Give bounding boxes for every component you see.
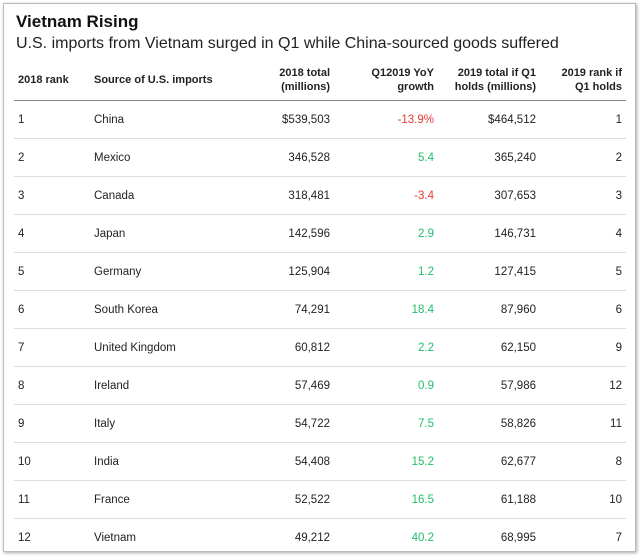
table-cell: 3: [14, 176, 90, 215]
table-cell: Canada: [90, 176, 250, 215]
table-cell: -13.9%: [334, 100, 438, 139]
table-cell: $539,503: [250, 100, 334, 139]
table-row: 9 Italy 54,722 7.5 58,826 11: [14, 404, 626, 443]
table-cell: 1: [14, 100, 90, 139]
table-row: 3 Canada 318,481 -3.4 307,653 3: [14, 176, 626, 215]
table-cell: 15.2: [334, 442, 438, 481]
subtitle: U.S. imports from Vietnam surged in Q1 w…: [16, 35, 559, 52]
table-row: 7 United Kingdom 60,812 2.2 62,150 9: [14, 328, 626, 367]
table-cell: 54,722: [250, 404, 334, 443]
table-cell: 2.2: [334, 328, 438, 367]
table-cell: 40.2: [411, 531, 434, 544]
table-cell: 7: [14, 328, 90, 367]
table-cell: 5: [14, 252, 90, 291]
table-cell: 125,904: [250, 252, 334, 291]
table-cell: 318,481: [250, 176, 334, 215]
column-header: 2018 total (millions): [250, 60, 334, 101]
header-row: 2018 rank Source of U.S. imports 2018 tota…: [14, 60, 626, 101]
table-cell: 10: [14, 442, 90, 481]
table-cell: Vietnam: [94, 531, 136, 544]
table-cell: 62,677: [438, 442, 540, 481]
table-cell: Germany: [90, 252, 250, 291]
table-cell: 365,240: [438, 138, 540, 177]
table-cell: South Korea: [90, 290, 250, 329]
table-cell: United Kingdom: [90, 328, 250, 367]
title: Vietnam Rising: [16, 12, 139, 31]
table-cell: 58,826: [438, 404, 540, 443]
table-cell: 49,212: [294, 531, 330, 544]
table-cell: India: [90, 442, 250, 481]
table-cell: -3.4: [334, 176, 438, 215]
table-cell: 2: [540, 138, 626, 177]
table-cell: 2.9: [334, 214, 438, 253]
table-cell: 74,291: [250, 290, 334, 329]
table-cell: 16.5: [334, 480, 438, 519]
table-cell: 146,731: [438, 214, 540, 253]
table-cell: 2: [14, 138, 90, 177]
table-cell: 127,415: [438, 252, 540, 291]
table-cell: 1.2: [334, 252, 438, 291]
table-cell: 52,522: [250, 480, 334, 519]
table-cell: 62,150: [438, 328, 540, 367]
table-cell: 3: [540, 176, 626, 215]
table-cell: 11: [540, 404, 626, 443]
table-cell: 87,960: [438, 290, 540, 329]
table-cell: 12: [540, 366, 626, 405]
table-row: 11 France 52,522 16.5 61,188 10: [14, 480, 626, 519]
table-cell: Italy: [90, 404, 250, 443]
table-cell: 60,812: [250, 328, 334, 367]
column-header: 2018 rank: [14, 60, 90, 101]
table: 2018 rank Source of U.S. imports 2018 tota…: [14, 60, 626, 556]
table-cell: 7: [615, 531, 622, 544]
table-cell: 57,469: [250, 366, 334, 405]
table-cell: 6: [14, 290, 90, 329]
table-row: 10 India 54,408 15.2 62,677 8: [14, 442, 626, 481]
column-header: 2019 total if Q1 holds (millions): [438, 60, 540, 101]
table-cell: 142,596: [250, 214, 334, 253]
table-cell: 7.5: [334, 404, 438, 443]
table-cell: 6: [540, 290, 626, 329]
table-cell: Ireland: [90, 366, 250, 405]
table-row: 6 South Korea 74,291 18.4 87,960 6: [14, 290, 626, 329]
table-cell: Japan: [90, 214, 250, 253]
table-row: 12 Vietnam 49,212 40.2 68,995 7: [14, 519, 626, 557]
table-row: 4 Japan 142,596 2.9 146,731 4: [14, 214, 626, 253]
table-cell: 61,188: [438, 480, 540, 519]
table-body: 1 China $539,503 -13.9% $464,512 1 2 Mexico 346,…: [14, 100, 626, 557]
table-cell: 12: [18, 531, 31, 544]
frame: Vietnam Rising U.S. imports from Vietnam…: [3, 3, 636, 552]
table-row: 1 China $539,503 -13.9% $464,512 1: [14, 100, 626, 139]
column-header: 2019 rank if Q1 holds: [540, 60, 626, 101]
table-cell: 307,653: [438, 176, 540, 215]
table-cell: 346,528: [250, 138, 334, 177]
table-row: 5 Germany 125,904 1.2 127,415 5: [14, 252, 626, 291]
table-cell: France: [90, 480, 250, 519]
table-cell: 4: [14, 214, 90, 253]
table-cell: 11: [14, 480, 90, 519]
table-cell: 57,986: [438, 366, 540, 405]
table-cell: 8: [14, 366, 90, 405]
table-cell: 9: [14, 404, 90, 443]
column-header: Q12019 YoY growth: [334, 60, 438, 101]
table-cell: 18.4: [334, 290, 438, 329]
table-row: 2 Mexico 346,528 5.4 365,240 2: [14, 138, 626, 177]
column-header: Source of U.S. imports: [90, 60, 250, 101]
table-cell: 9: [540, 328, 626, 367]
table-cell: 68,995: [500, 531, 536, 544]
table-cell: 4: [540, 214, 626, 253]
table-cell: 5.4: [334, 138, 438, 177]
table-cell: 54,408: [250, 442, 334, 481]
table-cell: 5: [540, 252, 626, 291]
table-row: 8 Ireland 57,469 0.9 57,986 12: [14, 366, 626, 405]
table-cell: 1: [540, 100, 626, 139]
table-cell: 8: [540, 442, 626, 481]
table-cell: 10: [540, 480, 626, 519]
table-cell: China: [90, 100, 250, 139]
table-cell: Mexico: [90, 138, 250, 177]
table-cell: $464,512: [438, 100, 540, 139]
table-cell: 0.9: [334, 366, 438, 405]
